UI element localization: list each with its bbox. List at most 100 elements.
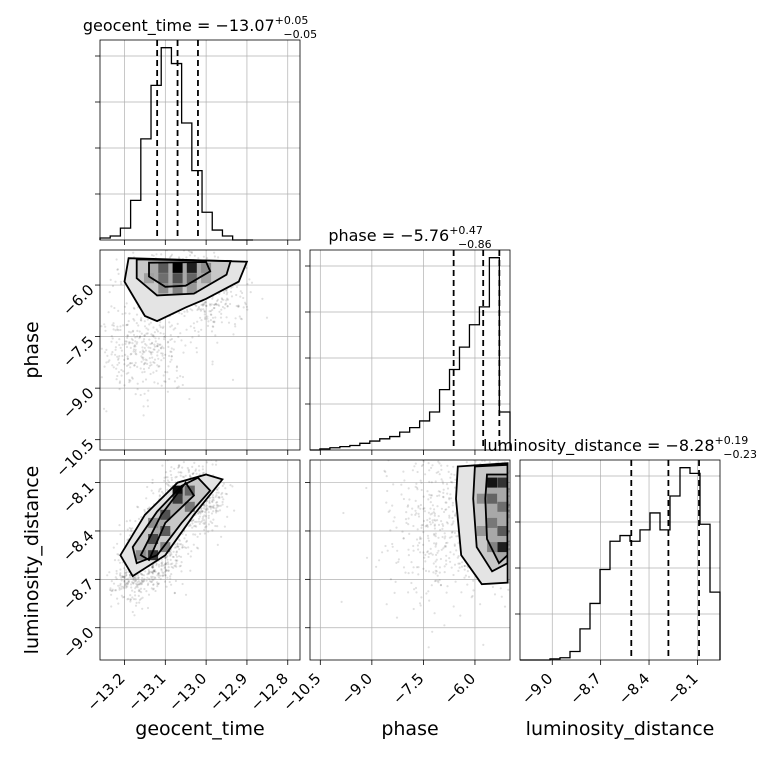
sample-point	[427, 646, 430, 649]
sample-point	[124, 572, 127, 575]
sample-point	[137, 583, 140, 586]
histogram-step-luminosity-distance	[520, 467, 721, 661]
density-cell	[172, 283, 183, 294]
sample-point	[134, 345, 137, 348]
sample-point	[131, 589, 134, 592]
density-cell	[487, 542, 498, 553]
sample-point	[451, 530, 454, 534]
density-cell	[172, 262, 183, 273]
sample-point	[218, 310, 221, 313]
sample-point	[163, 580, 167, 583]
sample-point	[201, 304, 205, 307]
sample-point	[185, 546, 188, 550]
sample-point	[428, 599, 431, 602]
sample-point	[420, 481, 423, 484]
sample-point	[140, 341, 143, 344]
sample-point	[180, 471, 183, 474]
sample-point	[124, 569, 127, 572]
sample-point	[177, 538, 180, 541]
sample-point	[131, 330, 134, 333]
sample-point	[130, 583, 133, 586]
sample-point	[454, 513, 457, 516]
sample-point	[142, 363, 146, 366]
sample-point	[207, 530, 210, 533]
sample-point	[113, 306, 116, 310]
sample-point	[449, 551, 452, 554]
sample-point	[193, 254, 196, 257]
sample-point	[151, 566, 154, 569]
sample-point	[158, 324, 161, 327]
sample-point	[414, 513, 417, 517]
sample-point	[114, 576, 117, 579]
sample-point	[189, 457, 191, 459]
sample-point	[428, 520, 431, 524]
sample-point	[136, 329, 139, 332]
sample-point	[209, 319, 212, 322]
sample-point	[133, 576, 136, 579]
sample-point	[212, 499, 215, 502]
sample-point	[115, 577, 118, 580]
sample-point	[203, 519, 206, 522]
sample-point	[237, 305, 240, 308]
x-tick-label-geocent-time: −12.9	[206, 670, 251, 715]
sample-point	[209, 520, 212, 523]
sample-point	[115, 569, 118, 573]
sample-point	[426, 534, 430, 537]
sample-point	[103, 365, 106, 368]
sample-point	[506, 456, 508, 458]
sample-point	[105, 348, 108, 351]
sample-point	[225, 299, 228, 302]
sample-point	[416, 447, 418, 449]
sample-point	[229, 302, 232, 306]
sample-point	[212, 320, 215, 323]
sample-point	[244, 303, 247, 306]
sample-point	[441, 535, 444, 539]
sample-point	[203, 313, 206, 316]
sample-point	[162, 357, 165, 360]
sample-point	[160, 352, 163, 355]
sample-point	[167, 345, 170, 348]
sample-point	[189, 250, 192, 254]
sample-point	[151, 572, 154, 575]
sample-point	[217, 256, 220, 259]
sample-point	[136, 382, 139, 385]
sample-point	[176, 559, 179, 562]
sample-point	[152, 569, 155, 572]
sample-point	[213, 321, 216, 324]
sample-point	[116, 268, 119, 271]
sample-point	[493, 593, 497, 596]
y-tick-label-phase: −10.5	[52, 436, 97, 481]
sample-point	[512, 496, 514, 498]
sample-point	[138, 601, 141, 604]
sample-point	[111, 588, 114, 591]
histogram-step-geocent-time	[99, 47, 254, 241]
sample-point	[150, 342, 154, 345]
sample-point	[152, 578, 155, 581]
sample-point	[164, 556, 167, 560]
sample-point	[446, 464, 449, 467]
sample-point	[153, 570, 156, 573]
sample-point	[173, 592, 176, 595]
sample-point	[166, 488, 169, 491]
sample-point	[220, 321, 223, 324]
sample-point	[131, 339, 134, 342]
sample-point	[115, 258, 118, 261]
sample-point	[445, 483, 449, 486]
sample-point	[211, 521, 214, 525]
sample-point	[184, 474, 187, 477]
sample-point	[429, 513, 432, 516]
sample-point	[221, 298, 224, 301]
sample-point	[174, 543, 177, 546]
sample-point	[410, 561, 413, 564]
sample-point	[116, 542, 119, 545]
sample-point	[408, 434, 410, 436]
sample-point	[456, 556, 459, 559]
sample-point	[384, 470, 387, 473]
sample-point	[117, 553, 120, 556]
sample-point	[422, 519, 426, 523]
sample-point	[117, 309, 120, 312]
sample-point	[439, 584, 442, 587]
sample-point	[424, 553, 427, 557]
sample-point	[155, 253, 158, 256]
sample-point	[170, 565, 173, 569]
